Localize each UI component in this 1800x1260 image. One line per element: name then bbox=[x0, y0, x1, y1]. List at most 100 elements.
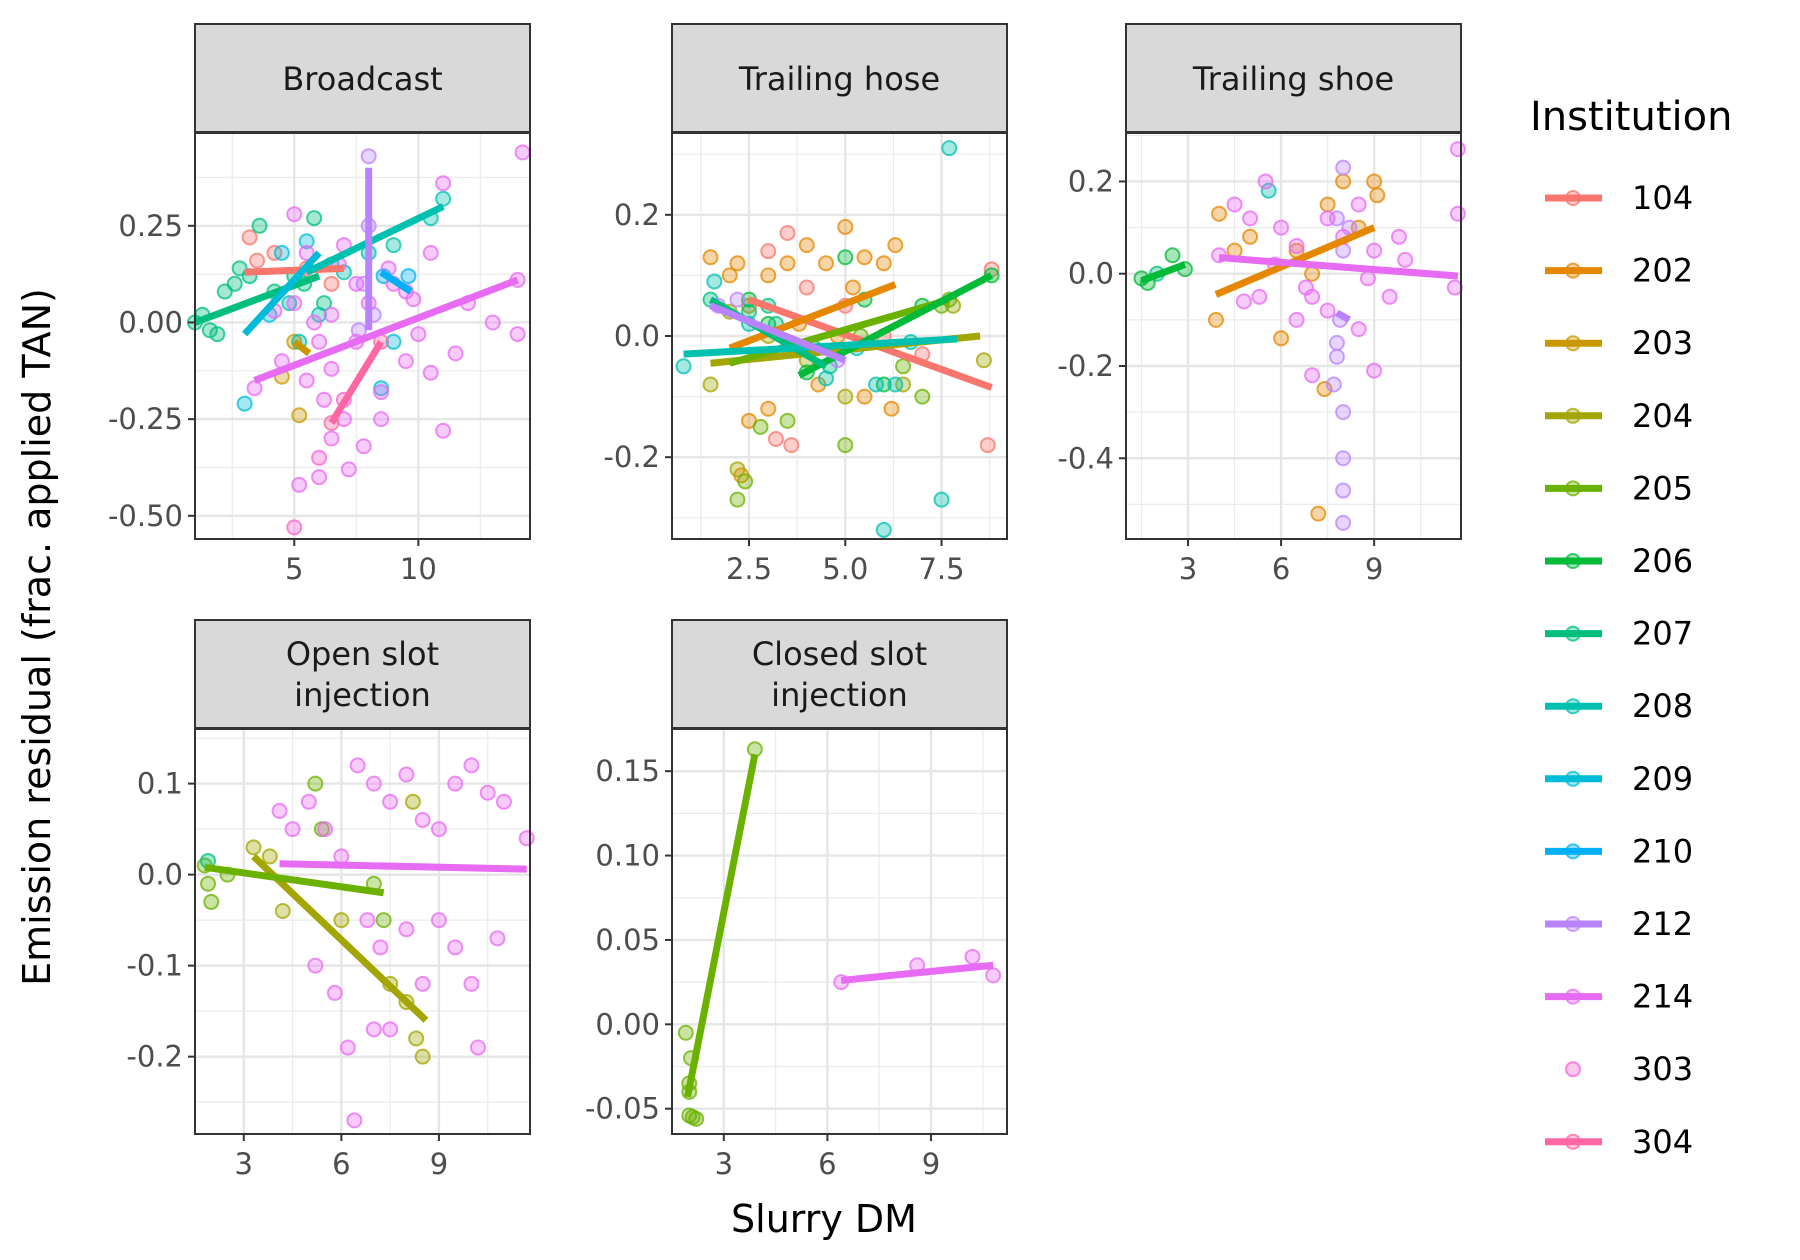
facet-strip bbox=[1125, 23, 1462, 133]
data-point-212 bbox=[1335, 514, 1352, 531]
legend-item-207: 207 bbox=[1545, 615, 1693, 653]
x-tick-label: 10 bbox=[400, 552, 437, 586]
legend-label: 303 bbox=[1632, 1050, 1693, 1088]
data-point-214 bbox=[1366, 362, 1383, 379]
legend-item-204: 204 bbox=[1545, 397, 1693, 435]
y-tick-label: 0.0 bbox=[614, 319, 660, 353]
fit-line-208 bbox=[305, 203, 445, 276]
data-point-208 bbox=[435, 190, 452, 207]
x-tick-label: 9 bbox=[1365, 552, 1383, 586]
data-point-104 bbox=[783, 437, 800, 454]
data-point-204 bbox=[261, 848, 278, 865]
legend-label: 210 bbox=[1632, 832, 1693, 870]
data-point-203 bbox=[291, 407, 308, 424]
data-point-207 bbox=[209, 326, 226, 343]
data-point-214 bbox=[339, 1039, 356, 1056]
data-point-214 bbox=[484, 314, 501, 331]
data-point-214 bbox=[514, 144, 531, 161]
y-tick-label: 0.15 bbox=[595, 754, 660, 788]
data-point-208 bbox=[281, 295, 298, 312]
data-point-214 bbox=[463, 975, 480, 992]
data-point-209 bbox=[236, 395, 253, 412]
data-point-202 bbox=[1304, 265, 1321, 282]
fit-line-214 bbox=[1218, 254, 1459, 280]
legend-key-point bbox=[1565, 1061, 1581, 1078]
data-point-214 bbox=[447, 345, 464, 362]
data-point-104 bbox=[779, 224, 796, 241]
data-point-214 bbox=[373, 411, 390, 428]
panel-border bbox=[194, 728, 531, 1135]
data-point-206 bbox=[837, 249, 854, 266]
data-point-214 bbox=[435, 175, 452, 192]
panel-trailing-hose: Trailing hose 0.2 0.0 -0.2 2.5 5.0 7.5 bbox=[603, 23, 1008, 586]
data-point-214 bbox=[311, 469, 328, 486]
data-point-214 bbox=[311, 333, 328, 350]
fit-lines bbox=[193, 167, 519, 425]
data-point-204 bbox=[333, 912, 350, 929]
data-point-104 bbox=[323, 275, 340, 292]
data-point-214 bbox=[414, 975, 431, 992]
x-tick-label: 9 bbox=[922, 1147, 940, 1181]
data-point-205 bbox=[307, 775, 324, 792]
data-point-214 bbox=[382, 1021, 399, 1038]
y-tick-label: 0.00 bbox=[118, 305, 183, 339]
facet-title: Broadcast bbox=[282, 60, 442, 98]
data-point-214 bbox=[410, 326, 427, 343]
data-point-204 bbox=[414, 1048, 431, 1065]
data-point-208 bbox=[875, 521, 892, 538]
data-point-204 bbox=[729, 461, 746, 478]
y-tick-label: -0.2 bbox=[1057, 349, 1114, 383]
data-point-214 bbox=[326, 984, 343, 1001]
data-point-214 bbox=[365, 775, 382, 792]
data-point-214 bbox=[435, 422, 452, 439]
legend-key-point bbox=[1565, 407, 1581, 424]
data-point-208 bbox=[385, 237, 402, 254]
legend-key-point bbox=[1565, 480, 1581, 497]
y-tick-label: -0.1 bbox=[126, 949, 183, 983]
legend-item-202: 202 bbox=[1545, 252, 1693, 290]
fit-line-205 bbox=[204, 863, 385, 897]
data-point-202 bbox=[1207, 311, 1224, 328]
data-point-214 bbox=[1288, 238, 1305, 255]
legend-item-304: 304 bbox=[1545, 1123, 1693, 1161]
data-point-214 bbox=[317, 821, 334, 838]
data-point-204 bbox=[975, 352, 992, 369]
panel-trailing-shoe: Trailing shoe 0.2 0.0 -0.2 -0.4 3 6 9 bbox=[1057, 23, 1466, 586]
data-point-214 bbox=[306, 314, 323, 331]
data-point-205 bbox=[200, 875, 217, 892]
data-point-214 bbox=[405, 291, 422, 308]
data-point-214 bbox=[1366, 242, 1383, 259]
data-point-214 bbox=[1251, 288, 1268, 305]
data-point-202 bbox=[875, 255, 892, 272]
data-point-214 bbox=[495, 793, 512, 810]
data-point-207 bbox=[251, 217, 268, 234]
data-point-202 bbox=[883, 400, 900, 417]
y-tick-label: 0.0 bbox=[137, 858, 183, 892]
data-point-214 bbox=[1397, 251, 1414, 268]
data-point-202 bbox=[1211, 205, 1228, 222]
legend-label: 204 bbox=[1632, 397, 1693, 435]
legend-key-point bbox=[1565, 190, 1581, 206]
data-point-214 bbox=[340, 461, 357, 478]
panels: Broadcast 0.25 0.00 -0.25 -0.50 5 10 Trailing h… bbox=[108, 23, 1466, 1181]
data-point-212 bbox=[729, 291, 746, 308]
data-point-214 bbox=[414, 812, 431, 829]
y-tick-label: 0.05 bbox=[595, 923, 660, 957]
data-point-207 bbox=[306, 210, 323, 227]
legend-item-203: 203 bbox=[1545, 324, 1693, 362]
data-point-205 bbox=[375, 912, 392, 929]
legend-key-point bbox=[1565, 262, 1581, 279]
data-point-214 bbox=[1273, 219, 1290, 236]
fit-line-205 bbox=[684, 753, 759, 1098]
data-point-303 bbox=[311, 449, 328, 466]
data-point-205 bbox=[203, 893, 220, 910]
data-point-214 bbox=[284, 821, 301, 838]
legend-key-point bbox=[1565, 770, 1581, 787]
legend-item-303: 303 bbox=[1565, 1050, 1693, 1088]
fit-line-209 bbox=[242, 250, 322, 337]
data-point-214 bbox=[1235, 293, 1252, 310]
facet-strip bbox=[194, 619, 531, 729]
plot-area bbox=[1126, 133, 1461, 539]
y-tick-label: 0.2 bbox=[614, 198, 660, 232]
x-tick-label: 9 bbox=[430, 1147, 448, 1181]
